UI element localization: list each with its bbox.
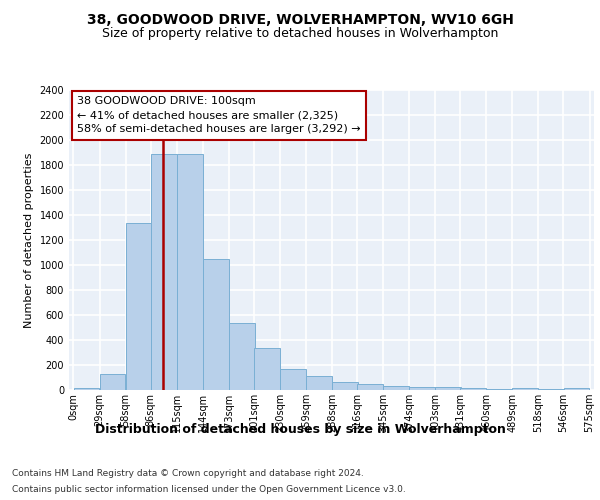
Bar <box>409 386 435 390</box>
Text: 38, GOODWOOD DRIVE, WOLVERHAMPTON, WV10 6GH: 38, GOODWOOD DRIVE, WOLVERHAMPTON, WV10 … <box>86 12 514 26</box>
Text: Contains public sector information licensed under the Open Government Licence v3: Contains public sector information licen… <box>12 485 406 494</box>
Bar <box>125 222 151 390</box>
Bar <box>563 388 589 390</box>
Bar <box>229 322 254 390</box>
Bar <box>357 384 383 390</box>
Bar <box>151 154 176 390</box>
Text: Contains HM Land Registry data © Crown copyright and database right 2024.: Contains HM Land Registry data © Crown c… <box>12 468 364 477</box>
Bar <box>280 369 306 390</box>
Bar <box>383 386 409 390</box>
Text: Distribution of detached houses by size in Wolverhampton: Distribution of detached houses by size … <box>95 422 505 436</box>
Bar <box>460 388 486 390</box>
Text: 38 GOODWOOD DRIVE: 100sqm
← 41% of detached houses are smaller (2,325)
58% of se: 38 GOODWOOD DRIVE: 100sqm ← 41% of detac… <box>77 96 361 134</box>
Bar <box>74 388 100 390</box>
Text: Size of property relative to detached houses in Wolverhampton: Size of property relative to detached ho… <box>102 28 498 40</box>
Bar <box>177 154 203 390</box>
Bar <box>254 348 280 390</box>
Bar <box>512 388 538 390</box>
Bar <box>203 260 229 390</box>
Y-axis label: Number of detached properties: Number of detached properties <box>24 152 34 328</box>
Bar <box>332 382 358 390</box>
Bar <box>306 376 332 390</box>
Bar <box>100 374 125 390</box>
Bar <box>435 387 461 390</box>
